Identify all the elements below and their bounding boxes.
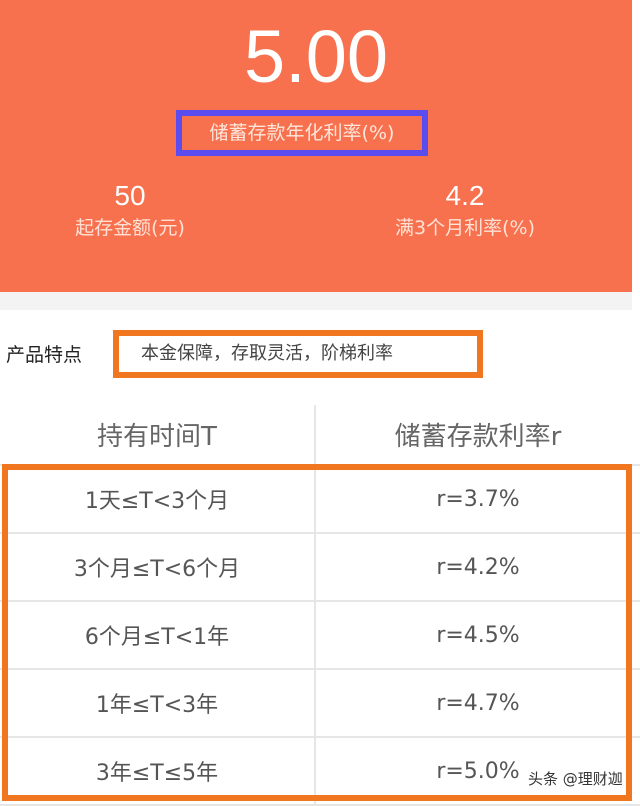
rate: r=4.7% [315,669,640,738]
watermark: 头条 @理财迦 [528,770,623,788]
holding-time: 3年≤T≤5年 [0,737,316,806]
min-amount-value: 50 [114,180,146,211]
rate-table: 持有时间T 储蓄存款利率r 1天≤T<3个月 r=3.7% 3个月≤T<6个月 r=… [0,405,640,806]
table-row: 1天≤T<3个月 r=3.7% [0,465,640,534]
features-value: 本金保障，存取灵活，阶梯利率 [113,330,483,378]
table-row: 3个月≤T<6个月 r=4.2% [0,533,640,602]
three-month-rate-stat: 4.2 满3个月利率(%) [335,178,595,242]
min-amount-label: 起存金额(元) [75,217,185,239]
holding-time: 3个月≤T<6个月 [0,533,316,602]
rate: r=5.0% [315,737,640,806]
table-header: 持有时间T 储蓄存款利率r [0,405,640,466]
rate: r=3.7% [315,465,640,534]
divider [0,292,632,310]
table-row: 6个月≤T<1年 r=4.5% [0,601,640,670]
features-label: 产品特点 [6,344,83,366]
table-row: 1年≤T<3年 r=4.7% [0,669,640,738]
holding-time: 1年≤T<3年 [0,669,316,738]
holding-time: 1天≤T<3个月 [0,465,316,534]
rate-header: 5.00 储蓄存款年化利率(%) 50 起存金额(元) 4.2 满3个月利率(%… [0,0,632,292]
table-row: 3年≤T≤5年 r=5.0% [0,737,640,806]
rate: r=4.2% [315,533,640,602]
annual-rate-value: 5.00 [243,15,389,98]
three-month-rate-value: 4.2 [445,180,485,211]
header-holding-time: 持有时间T [0,405,316,466]
holding-time: 6个月≤T<1年 [0,601,316,670]
min-amount-stat: 50 起存金额(元) [0,178,260,242]
header-rate: 储蓄存款利率r [315,405,640,466]
annual-rate-label: 储蓄存款年化利率(%) [176,110,428,156]
rate: r=4.5% [315,601,640,670]
three-month-rate-label: 满3个月利率(%) [395,217,535,239]
